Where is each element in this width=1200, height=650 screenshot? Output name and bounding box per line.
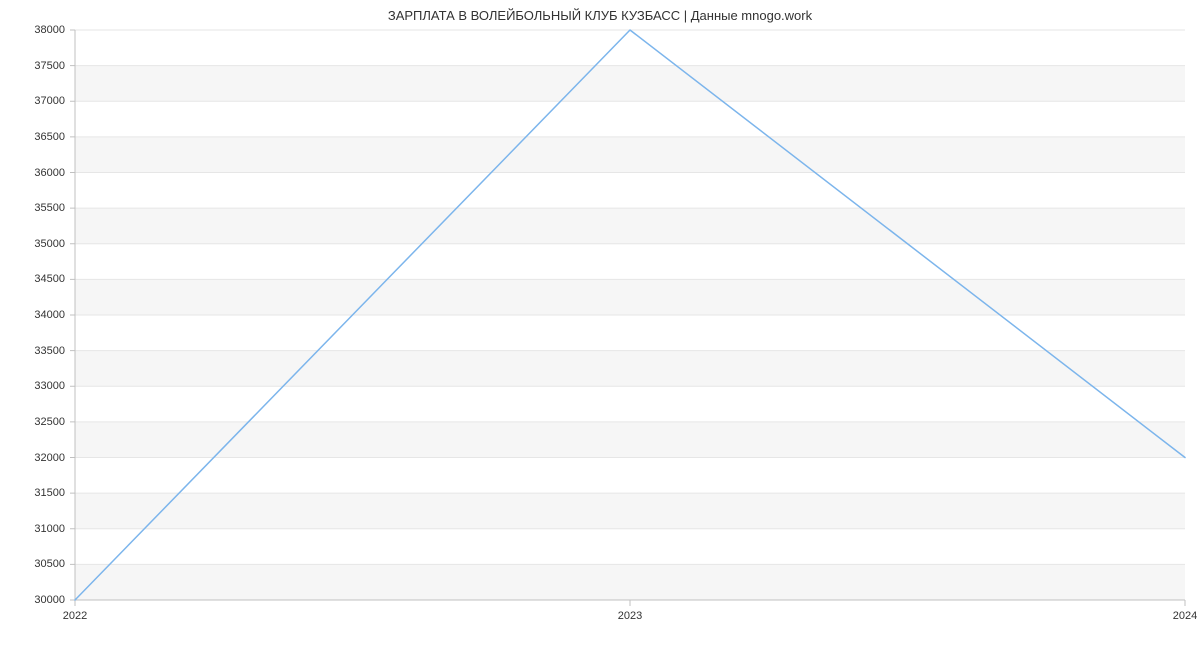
y-tick-label: 30000	[0, 594, 65, 606]
salary-line-chart: ЗАРПЛАТА В ВОЛЕЙБОЛЬНЫЙ КЛУБ КУЗБАСС | Д…	[0, 0, 1200, 650]
y-tick-label: 36000	[0, 167, 65, 179]
y-tick-label: 34000	[0, 309, 65, 321]
y-tick-label: 31500	[0, 487, 65, 499]
y-tick-label: 35000	[0, 238, 65, 250]
y-tick-label: 33500	[0, 345, 65, 357]
x-tick-label: 2023	[618, 610, 642, 622]
chart-plot-svg	[0, 0, 1200, 650]
y-tick-label: 36500	[0, 131, 65, 143]
y-tick-label: 32000	[0, 452, 65, 464]
y-tick-label: 37000	[0, 95, 65, 107]
y-tick-label: 30500	[0, 558, 65, 570]
y-tick-label: 33000	[0, 380, 65, 392]
y-tick-label: 37500	[0, 60, 65, 72]
y-tick-label: 34500	[0, 273, 65, 285]
x-tick-label: 2024	[1173, 610, 1197, 622]
y-tick-label: 32500	[0, 416, 65, 428]
y-tick-label: 35500	[0, 202, 65, 214]
y-tick-label: 38000	[0, 24, 65, 36]
x-tick-label: 2022	[63, 610, 87, 622]
y-tick-label: 31000	[0, 523, 65, 535]
